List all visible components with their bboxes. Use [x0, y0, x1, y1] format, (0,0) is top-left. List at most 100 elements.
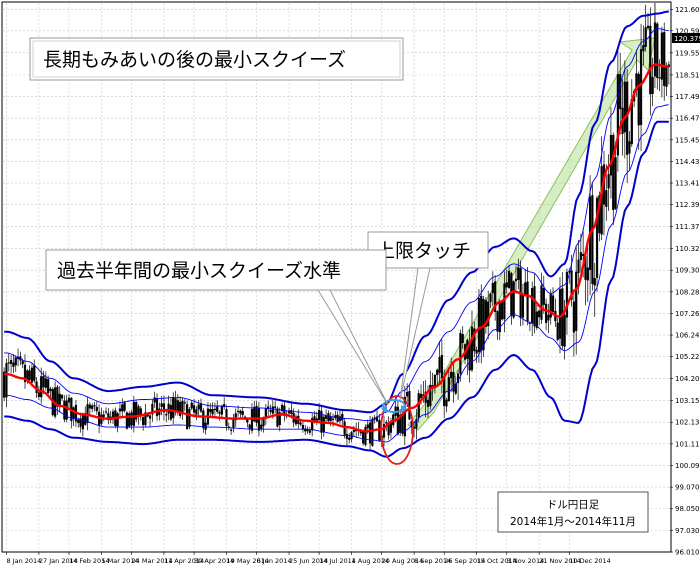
current-price-label: 120.379	[674, 35, 700, 43]
candle-body	[5, 363, 8, 398]
candle-body	[192, 405, 196, 413]
candle-body	[459, 332, 462, 374]
candle-body	[487, 301, 490, 327]
y-tick-label: 100.090	[675, 462, 700, 470]
candle-body	[223, 404, 226, 408]
candle-body	[199, 403, 203, 412]
candle-body	[236, 410, 240, 413]
x-tick-label: 6 Jun 2014	[257, 557, 292, 565]
x-tick-label: 24 Mar 2014	[132, 557, 173, 565]
candle-body	[510, 273, 513, 316]
candle-body	[132, 401, 135, 426]
candle-body	[162, 403, 166, 413]
candle-body	[255, 405, 258, 423]
candle-body	[575, 271, 578, 331]
candle-body	[505, 282, 508, 288]
candle-body	[426, 399, 430, 407]
x-tick-label: 5 Mar 2014	[101, 557, 138, 565]
info-title: ドル円日足	[547, 499, 600, 511]
candle-body	[334, 415, 337, 419]
candle-body	[220, 406, 223, 415]
y-tick-label: 102.130	[675, 419, 700, 427]
candle-body	[385, 422, 388, 424]
candle-body	[290, 410, 293, 414]
candle-body	[591, 195, 594, 285]
candle-body	[561, 288, 564, 346]
candle-body	[23, 364, 27, 383]
candle-body	[253, 406, 256, 422]
x-tick-label: 14 Jul 2014	[319, 557, 356, 565]
candle-body	[186, 404, 189, 429]
candle-body	[44, 378, 47, 388]
candle-body	[81, 414, 85, 430]
candle-body	[533, 286, 536, 327]
candle-body	[491, 282, 494, 294]
squeeze-circle	[380, 395, 414, 465]
candle-body	[239, 410, 242, 414]
y-tick-label: 108.280	[675, 288, 700, 296]
y-tick-label: 113.410	[675, 180, 700, 188]
y-tick-label: 104.200	[675, 375, 700, 383]
candle-body	[322, 416, 325, 433]
candle-body	[538, 310, 541, 318]
candle-body	[63, 400, 66, 420]
candle-body	[280, 404, 284, 412]
y-tick-label: 112.390	[675, 201, 700, 209]
x-tick-label: 26 Sep 2014	[444, 557, 485, 565]
candle-body	[436, 369, 439, 376]
candle-body	[144, 412, 147, 426]
x-tick-label: 20 Aug 2014	[382, 557, 424, 565]
y-tick-label: 101.110	[675, 440, 700, 448]
band-upper-1sigma	[4, 27, 669, 422]
annotation-marks	[317, 267, 431, 465]
candle-body	[556, 322, 559, 340]
candle-body	[116, 413, 119, 427]
candle-body	[531, 288, 534, 324]
candle-body	[248, 424, 251, 429]
y-tick-label: 115.450	[675, 136, 700, 144]
candle-body	[14, 357, 17, 366]
candle-body	[345, 434, 349, 439]
candle-body	[382, 423, 386, 438]
candle-body	[95, 406, 98, 412]
candle-body	[197, 404, 200, 410]
candle-body	[3, 371, 6, 398]
x-tick-label: 10 Dec 2014	[569, 557, 611, 565]
y-tick-label: 99.070	[675, 484, 700, 492]
candle-body	[514, 278, 518, 282]
candle-body	[503, 283, 506, 320]
candle-body	[593, 278, 596, 286]
candle-body	[329, 416, 332, 421]
candle-body	[605, 190, 608, 207]
candle-body	[60, 394, 64, 399]
candle-body	[331, 418, 335, 420]
candle-body	[535, 311, 538, 328]
candle-body	[526, 281, 529, 322]
candle-body	[202, 410, 205, 429]
candle-body	[338, 416, 342, 422]
candle-body	[49, 388, 52, 392]
candle-body	[656, 23, 659, 78]
y-tick-label: 106.240	[675, 332, 700, 340]
candle-body	[160, 403, 163, 407]
candle-body	[324, 415, 328, 419]
candle-body	[489, 293, 492, 302]
candle-body	[614, 157, 617, 209]
y-tick-label: 117.490	[675, 93, 700, 101]
candle-body	[607, 174, 610, 189]
candle-body	[125, 412, 129, 429]
candle-body	[304, 428, 307, 432]
candle-body	[626, 81, 629, 155]
candle-body	[204, 422, 207, 430]
y-tick-label: 105.220	[675, 353, 700, 361]
candle-body	[480, 295, 483, 352]
candle-body	[218, 411, 221, 414]
band-center-line	[4, 63, 669, 433]
y-tick-label: 111.370	[675, 223, 700, 231]
candle-body	[234, 413, 237, 421]
candle-body	[299, 422, 302, 425]
candle-body	[10, 360, 13, 365]
band-upper-2sigma	[4, 10, 669, 414]
candle-body	[250, 409, 254, 431]
